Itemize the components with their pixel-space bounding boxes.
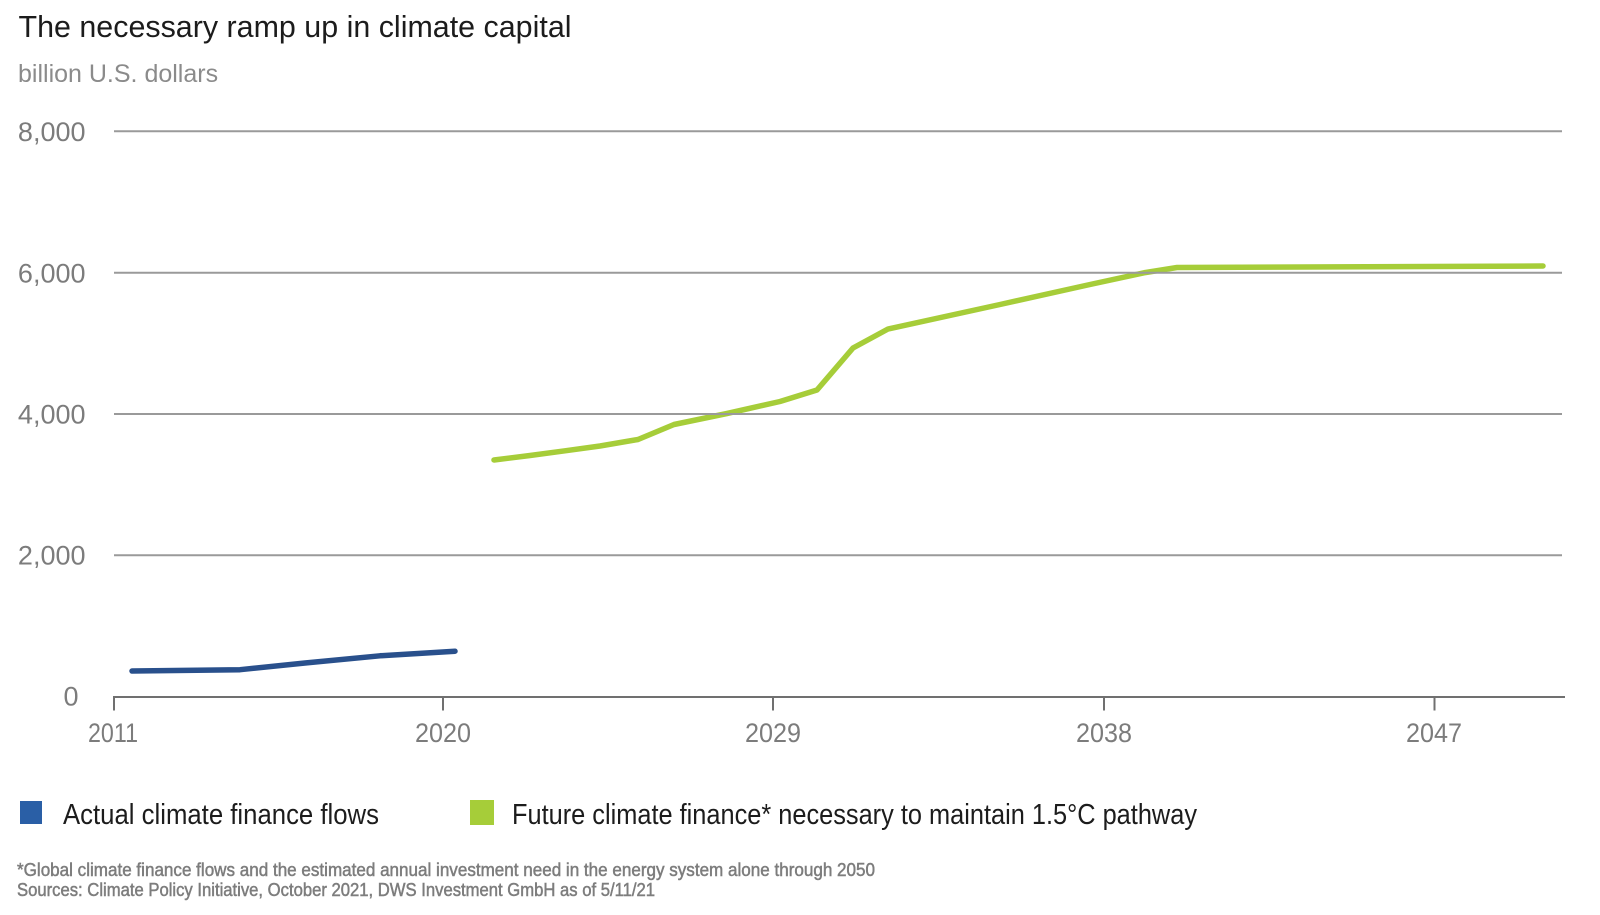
svg-text:2029: 2029 (745, 718, 801, 748)
svg-text:4,000: 4,000 (18, 400, 86, 430)
svg-text:Future climate finance* necess: Future climate finance* necessary to mai… (512, 799, 1197, 831)
svg-text:2020: 2020 (415, 718, 471, 748)
svg-text:2011: 2011 (88, 718, 138, 748)
svg-text:Sources: Climate Policy Initia: Sources: Climate Policy Initiative, Octo… (17, 880, 655, 900)
svg-text:The necessary ramp up in clima: The necessary ramp up in climate capital (19, 9, 572, 44)
svg-text:billion U.S. dollars: billion U.S. dollars (18, 60, 218, 88)
svg-text:6,000: 6,000 (18, 259, 86, 289)
svg-text:*Global climate finance flows: *Global climate finance flows and the es… (17, 860, 875, 880)
svg-text:2038: 2038 (1076, 718, 1132, 748)
svg-text:0: 0 (63, 682, 78, 712)
svg-text:2047: 2047 (1406, 718, 1462, 748)
svg-text:2,000: 2,000 (18, 541, 86, 571)
svg-text:8,000: 8,000 (18, 117, 86, 147)
svg-text:Actual climate finance flows: Actual climate finance flows (63, 799, 379, 831)
